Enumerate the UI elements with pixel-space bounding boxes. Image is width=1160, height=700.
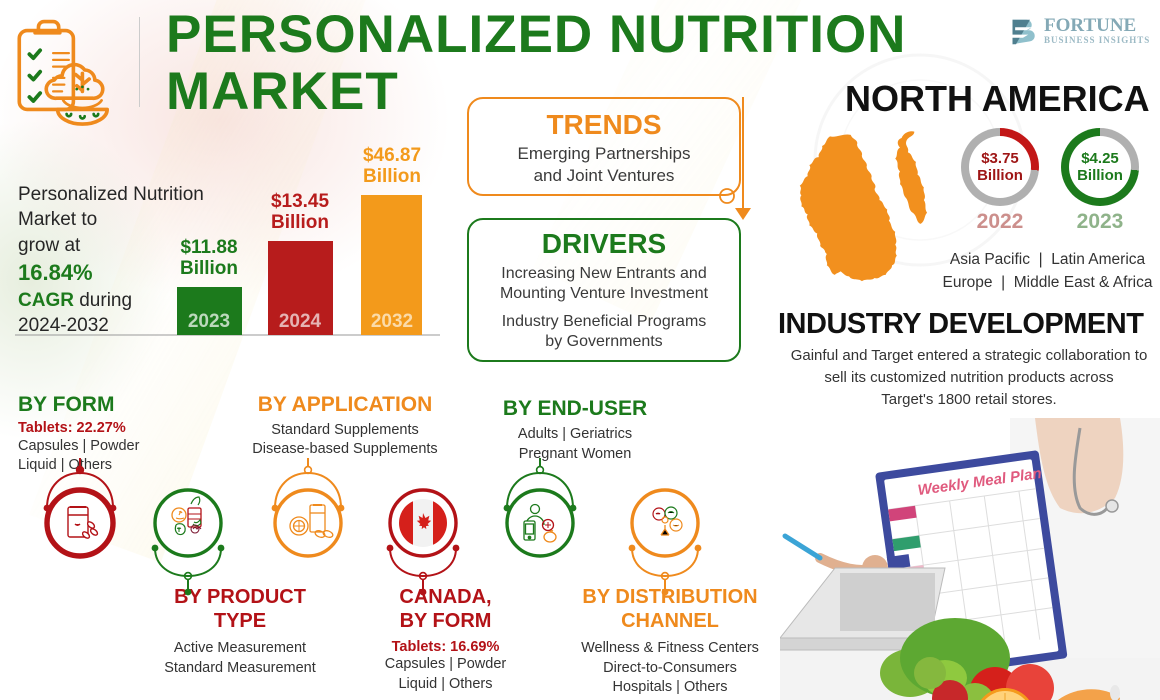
svg-text:2024: 2024 <box>279 311 322 332</box>
svg-text:Billion: Billion <box>271 212 329 233</box>
svg-text:Billion: Billion <box>363 166 421 187</box>
svg-text:$13.45: $13.45 <box>271 191 330 212</box>
svg-text:$46.87: $46.87 <box>363 145 421 166</box>
svg-text:2023: 2023 <box>188 311 230 332</box>
svg-text:Billion: Billion <box>180 258 238 279</box>
svg-text:2032: 2032 <box>371 311 413 332</box>
svg-text:$11.88: $11.88 <box>180 237 237 258</box>
